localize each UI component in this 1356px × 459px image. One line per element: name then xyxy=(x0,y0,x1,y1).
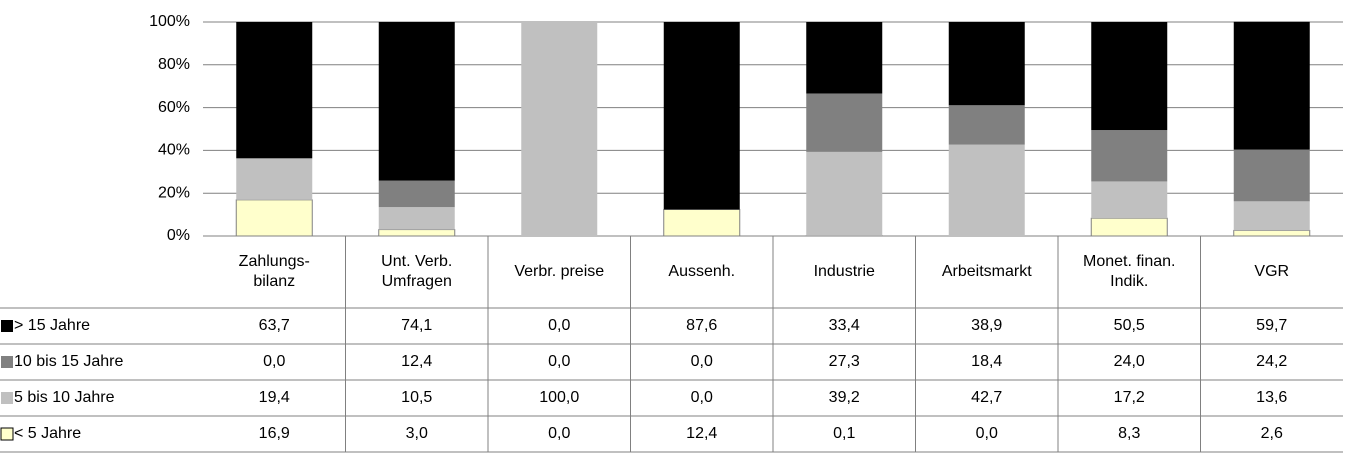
table-value: 42,7 xyxy=(971,389,1003,406)
table-value: 10,5 xyxy=(401,389,433,406)
table-value: 19,4 xyxy=(258,389,290,406)
bar-segment xyxy=(236,22,313,159)
category-label: Zahlungs- bilanz xyxy=(238,253,310,290)
table-value: 74,1 xyxy=(401,317,433,334)
legend-swatch xyxy=(1,356,13,368)
bar-segment xyxy=(663,208,741,237)
bar-segment xyxy=(1233,201,1310,231)
table-value: 8,3 xyxy=(1118,425,1141,442)
table-value: 16,9 xyxy=(258,425,290,442)
bar-segment xyxy=(235,199,313,237)
legend-label: < 5 Jahre xyxy=(14,425,82,442)
y-tick-label: 20% xyxy=(158,184,190,201)
bar-segment xyxy=(1090,217,1168,237)
y-tick-label: 0% xyxy=(167,227,190,244)
table-value: 27,3 xyxy=(828,353,860,370)
bar-segment xyxy=(378,180,455,208)
category-label: Industrie xyxy=(813,263,875,280)
table-value: 13,6 xyxy=(1256,389,1288,406)
category-label: Aussenh. xyxy=(668,263,736,280)
y-tick-label: 80% xyxy=(158,56,190,73)
category-label: Monet. finan. Indik. xyxy=(1083,253,1176,290)
bar-segment xyxy=(806,151,883,236)
bar-segment xyxy=(948,105,1025,145)
table-value: 0,0 xyxy=(263,353,286,370)
bar-segment xyxy=(378,207,455,230)
bar-segment xyxy=(663,22,740,210)
y-tick-label: 100% xyxy=(149,13,190,30)
table-value: 59,7 xyxy=(1256,317,1288,334)
bar-segment xyxy=(1091,130,1168,182)
table-value: 100,0 xyxy=(539,389,580,406)
table-value: 12,4 xyxy=(686,425,718,442)
table-value: 50,5 xyxy=(1113,317,1145,334)
bar-segment xyxy=(1091,22,1168,131)
table-value: 33,4 xyxy=(828,317,860,334)
table-value: 0,0 xyxy=(548,317,571,334)
legend-label: 5 bis 10 Jahre xyxy=(14,389,115,406)
table-value: 0,0 xyxy=(690,353,713,370)
category-label: Verbr. preise xyxy=(514,263,605,280)
table-value: 0,0 xyxy=(548,425,571,442)
legend-label: 10 bis 15 Jahre xyxy=(14,353,124,370)
table-value: 24,2 xyxy=(1256,353,1288,370)
table-value: 12,4 xyxy=(401,353,433,370)
table-value: 39,2 xyxy=(828,389,860,406)
category-label: Arbeitsmarkt xyxy=(941,263,1032,280)
table-value: 0,1 xyxy=(833,425,856,442)
table-value: 3,0 xyxy=(405,425,428,442)
y-tick-label: 40% xyxy=(158,142,190,159)
bar-segment xyxy=(1091,181,1168,219)
table-value: 17,2 xyxy=(1113,389,1145,406)
table-value: 0,0 xyxy=(548,353,571,370)
category-label: VGR xyxy=(1254,263,1290,280)
table-value: 63,7 xyxy=(258,317,290,334)
table-value: 24,0 xyxy=(1113,353,1145,370)
bar-segment xyxy=(378,22,455,181)
y-tick-label: 60% xyxy=(158,99,190,116)
legend-swatch xyxy=(1,392,13,404)
bar-segment xyxy=(1233,149,1310,202)
bar-segment xyxy=(806,93,883,152)
table-value: 0,0 xyxy=(690,389,713,406)
table-value: 87,6 xyxy=(686,317,718,334)
bar-segment xyxy=(236,158,313,200)
table-value: 0,0 xyxy=(975,425,998,442)
table-value: 38,9 xyxy=(971,317,1003,334)
bar-segment xyxy=(806,22,883,94)
legend-swatch xyxy=(0,427,14,441)
bar-segment xyxy=(948,22,1025,106)
table-value: 18,4 xyxy=(971,353,1003,370)
bar-segment xyxy=(521,22,598,236)
legend-swatch xyxy=(1,320,13,332)
table-value: 2,6 xyxy=(1260,425,1283,442)
bar-segment xyxy=(1233,21,1310,150)
bar-segment xyxy=(948,144,1025,236)
legend-label: > 15 Jahre xyxy=(14,317,91,334)
category-label: Unt. Verb. Umfragen xyxy=(381,253,453,290)
